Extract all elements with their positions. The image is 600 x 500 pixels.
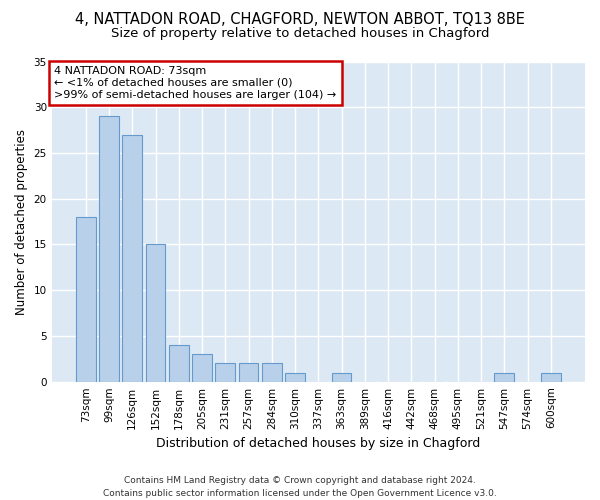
X-axis label: Distribution of detached houses by size in Chagford: Distribution of detached houses by size …: [156, 437, 481, 450]
Bar: [332, 372, 352, 382]
Bar: [285, 372, 305, 382]
Bar: [541, 372, 561, 382]
Bar: [122, 134, 142, 382]
Text: 4 NATTADON ROAD: 73sqm
← <1% of detached houses are smaller (0)
>99% of semi-det: 4 NATTADON ROAD: 73sqm ← <1% of detached…: [55, 66, 337, 100]
Bar: [215, 364, 235, 382]
Bar: [169, 345, 188, 382]
Bar: [76, 217, 95, 382]
Y-axis label: Number of detached properties: Number of detached properties: [15, 128, 28, 314]
Bar: [99, 116, 119, 382]
Bar: [262, 364, 282, 382]
Text: 4, NATTADON ROAD, CHAGFORD, NEWTON ABBOT, TQ13 8BE: 4, NATTADON ROAD, CHAGFORD, NEWTON ABBOT…: [75, 12, 525, 28]
Bar: [146, 244, 166, 382]
Bar: [494, 372, 514, 382]
Text: Contains HM Land Registry data © Crown copyright and database right 2024.
Contai: Contains HM Land Registry data © Crown c…: [103, 476, 497, 498]
Bar: [192, 354, 212, 382]
Text: Size of property relative to detached houses in Chagford: Size of property relative to detached ho…: [111, 28, 489, 40]
Bar: [239, 364, 259, 382]
